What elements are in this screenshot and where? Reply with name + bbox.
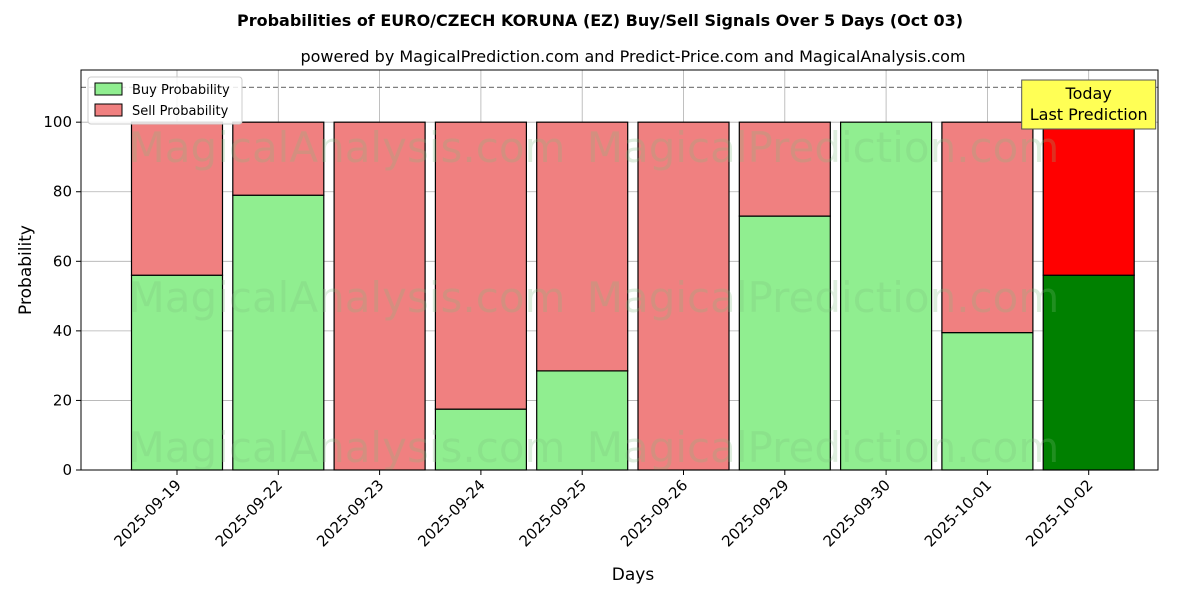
x-tick-label: 2025-10-01 bbox=[921, 476, 995, 550]
plot-frame bbox=[80, 69, 1159, 471]
buy-bar bbox=[1042, 274, 1135, 471]
x-tick-label: 2025-09-26 bbox=[617, 476, 691, 550]
annotation-text: Today bbox=[1065, 84, 1112, 103]
buy-bar bbox=[434, 408, 527, 471]
sell-bar bbox=[130, 121, 224, 276]
x-axis-label: Days bbox=[612, 565, 655, 585]
x-tick-label: 2025-09-25 bbox=[516, 476, 590, 550]
y-axis-label: Probability bbox=[16, 225, 36, 315]
x-tick-label: 2025-09-24 bbox=[414, 476, 488, 550]
watermark-text: MagicalPrediction.com bbox=[587, 423, 1060, 472]
buy-bar bbox=[130, 274, 224, 471]
sell-bar bbox=[738, 121, 831, 217]
buy-bar bbox=[738, 215, 831, 471]
legend: Buy Probability Sell Probability bbox=[87, 76, 243, 125]
watermark-text: MagicalPrediction.com bbox=[587, 273, 1060, 322]
x-tick-label: 2025-09-19 bbox=[110, 476, 184, 550]
x-tick-label: 2025-09-22 bbox=[212, 476, 286, 550]
watermark-text: MagicalPrediction.com bbox=[587, 123, 1060, 172]
sell-bar bbox=[536, 121, 629, 372]
watermarks: MagicalAnalysis.com MagicalPrediction.com… bbox=[129, 123, 1060, 472]
legend-label: Buy Probability bbox=[132, 83, 230, 98]
buy-bar bbox=[941, 332, 1034, 471]
sell-bar bbox=[333, 121, 426, 471]
watermark-text: MagicalAnalysis.com bbox=[129, 273, 566, 322]
sell-bar bbox=[637, 121, 730, 471]
y-tick-label: 60 bbox=[53, 252, 72, 270]
chart-subtitle: powered by MagicalPrediction.com and Pre… bbox=[300, 47, 965, 66]
sell-bar bbox=[1042, 121, 1135, 276]
y-tick-label: 100 bbox=[43, 113, 72, 131]
chart-title: Probabilities of EURO/CZECH KORUNA (EZ) … bbox=[237, 11, 963, 30]
legend-swatch bbox=[94, 82, 123, 96]
bars bbox=[130, 121, 1135, 471]
y-tick-label: 40 bbox=[53, 322, 72, 340]
legend-box bbox=[87, 76, 243, 125]
annotation-text: Last Prediction bbox=[1030, 105, 1148, 124]
x-tick-label: 2025-10-02 bbox=[1022, 476, 1096, 550]
x-tick-label: 2025-09-29 bbox=[718, 476, 792, 550]
legend-swatch bbox=[94, 103, 123, 117]
x-tick-label: 2025-09-23 bbox=[313, 476, 387, 550]
watermark-text: MagicalAnalysis.com bbox=[129, 423, 566, 472]
sell-bar bbox=[232, 121, 325, 196]
y-tick-label: 0 bbox=[62, 461, 72, 479]
y-tick-label: 20 bbox=[53, 391, 72, 409]
legend-label: Sell Probability bbox=[132, 104, 229, 119]
y-tick-label: 80 bbox=[53, 183, 72, 201]
sell-bar bbox=[434, 121, 527, 410]
watermark-text: MagicalAnalysis.com bbox=[129, 123, 566, 172]
today-annotation: Today Last Prediction bbox=[1021, 79, 1157, 130]
annotation-box bbox=[1021, 79, 1157, 130]
sell-bar bbox=[941, 121, 1034, 334]
buy-bar bbox=[839, 121, 933, 471]
x-tick-label: 2025-09-30 bbox=[820, 476, 894, 550]
